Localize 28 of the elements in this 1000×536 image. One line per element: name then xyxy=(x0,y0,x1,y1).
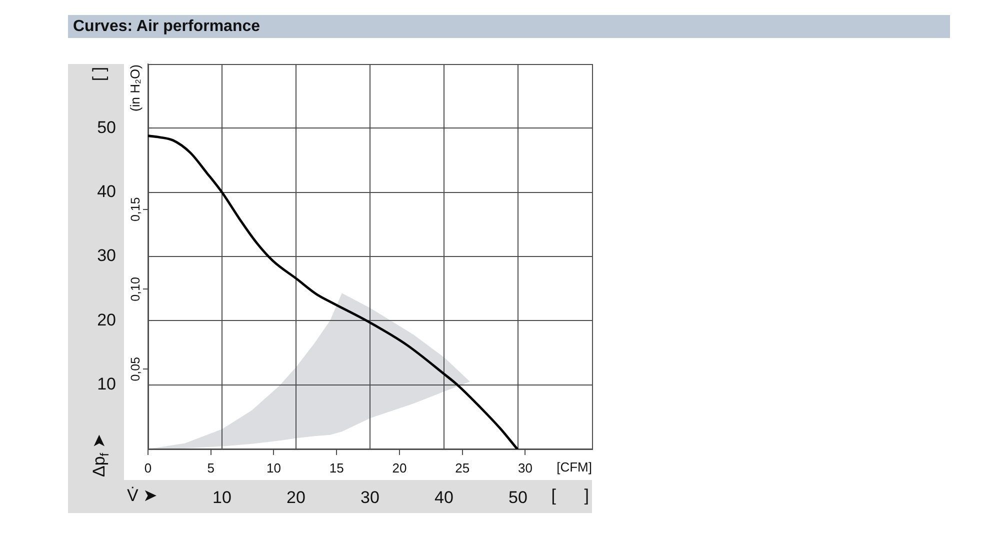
x2-axis-title: [CFM] xyxy=(556,460,592,475)
x2-tick-label: 15 xyxy=(329,460,344,476)
y-tick-label: 20 xyxy=(97,310,116,330)
x-axis-title: V̇ ➤ xyxy=(127,486,158,506)
line-series xyxy=(148,134,518,449)
y2-tick-label: 0,10 xyxy=(128,277,142,302)
y-axis-title: Δpf ➤ xyxy=(90,434,112,477)
y2-tick-label: 0,15 xyxy=(128,197,142,222)
x2-tick-label: 30 xyxy=(518,460,532,476)
chart-title: Curves: Air performance xyxy=(68,15,950,38)
x2-tick-label: 20 xyxy=(392,460,407,476)
y-tick-label: 30 xyxy=(97,246,116,266)
y2-tick-label: 0,05 xyxy=(128,356,142,382)
y-tick-label: 40 xyxy=(97,182,116,202)
x-tick-label: 10 xyxy=(212,488,232,507)
y-tick-label: 10 xyxy=(97,374,116,394)
x-tick-label: 30 xyxy=(360,488,380,507)
y2-axis-title: (in H₂O) xyxy=(128,64,143,112)
x2-tick-label: 25 xyxy=(455,460,470,476)
x2-tick-label: 5 xyxy=(207,460,214,476)
text: [ ] xyxy=(551,486,590,506)
x-tick-label: 20 xyxy=(286,488,306,507)
text: [ ] xyxy=(90,66,109,82)
x-tick-label: 40 xyxy=(434,488,454,507)
x2-tick-label: 0 xyxy=(144,460,152,476)
x-tick-label: 50 xyxy=(508,488,528,507)
y-tick-label: 50 xyxy=(97,118,116,137)
x2-tick-label: 10 xyxy=(266,460,281,476)
